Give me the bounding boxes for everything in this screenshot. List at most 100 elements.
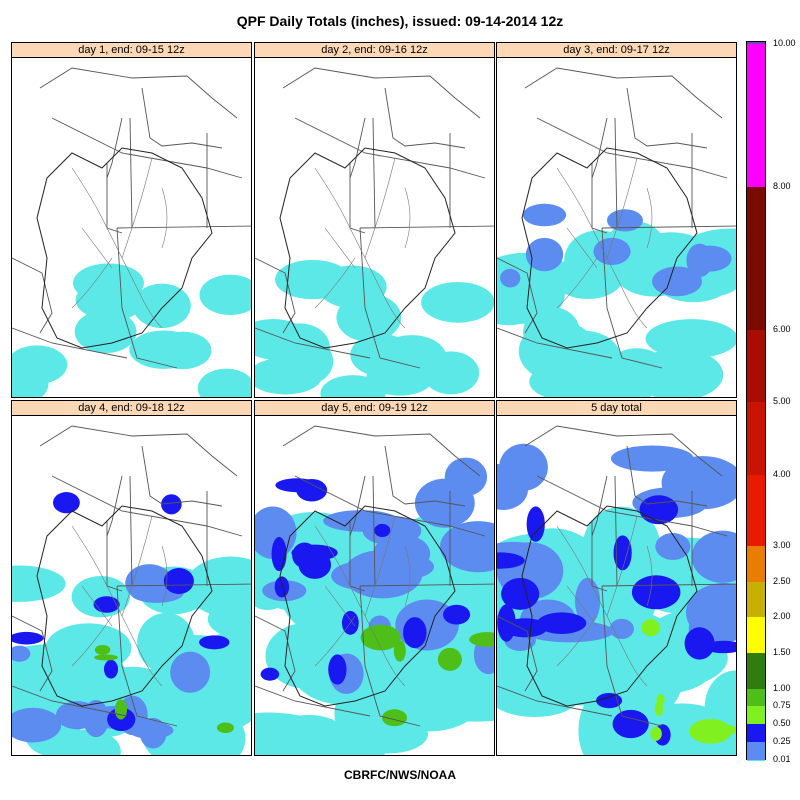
precip-fill-layer <box>497 443 736 755</box>
state-boundary-line <box>359 227 421 369</box>
map-title: QPF Daily Totals (inches), issued: 09-14… <box>236 13 564 29</box>
precip-area-moderate <box>652 266 702 297</box>
colorbar-tick-label: 5.00 <box>773 396 791 406</box>
colorbar-tick-label: 1.00 <box>773 683 791 693</box>
precip-area-very-heavy <box>650 726 662 741</box>
precip-area-light <box>74 310 137 354</box>
state-boundary-line <box>614 117 618 229</box>
precip-area-light <box>336 293 402 342</box>
panel-label: 5 day total <box>496 400 737 416</box>
precipitation-colorbar <box>746 41 766 761</box>
state-boundary-line <box>384 87 466 149</box>
state-boundary-line <box>129 475 133 587</box>
precip-area-moderate <box>83 699 109 738</box>
precip-area-very-heavy <box>437 647 462 671</box>
river-line <box>646 187 653 249</box>
precip-area-moderate <box>499 443 548 491</box>
precip-area-moderate <box>525 237 564 272</box>
river-line <box>606 157 638 259</box>
colorbar-segment <box>747 475 765 546</box>
precip-map-svg <box>497 425 736 755</box>
colorbar-segment <box>747 724 765 742</box>
precip-area-moderate <box>331 561 388 590</box>
precip-fill-layer <box>255 259 494 397</box>
precip-area-light <box>255 323 313 360</box>
precip-area-very-heavy <box>216 722 234 734</box>
precip-area-light <box>132 283 191 329</box>
colorbar-segment <box>747 617 765 653</box>
colorbar-tick-label: 8.00 <box>773 181 791 191</box>
basemap-layer <box>497 67 736 369</box>
precip-area-light <box>255 712 337 755</box>
forecast-panel-5: day 5, end: 09-19 12z <box>254 400 495 756</box>
precip-area-very-heavy <box>656 694 665 705</box>
colorbar-segment <box>747 42 765 44</box>
precip-area-light <box>154 703 246 755</box>
state-boundary-line <box>372 475 376 587</box>
forecast-panel-3: day 3, end: 09-17 12z <box>496 42 737 398</box>
precip-area-light <box>207 599 251 639</box>
state-boundary-line <box>536 475 728 537</box>
state-boundary-line <box>141 445 223 507</box>
state-boundary-line <box>601 225 736 229</box>
state-boundary-line <box>349 163 366 234</box>
state-boundary-line <box>282 67 481 119</box>
state-boundary-line <box>601 227 663 369</box>
river-line <box>364 515 396 617</box>
basemap-layer <box>12 67 251 369</box>
precip-area-light <box>632 348 724 397</box>
precip-area-light <box>421 281 494 323</box>
precip-area-light <box>129 330 199 369</box>
state-boundary-line <box>12 685 128 717</box>
precip-area-heavy <box>631 575 681 610</box>
precip-area-very-heavy <box>381 709 408 727</box>
precip-area-light <box>422 351 480 395</box>
precip-area-moderate <box>444 457 488 497</box>
colorbar-tick-label: 0.50 <box>773 718 791 728</box>
precip-area-heavy <box>537 612 587 634</box>
state-boundary-line <box>497 685 613 717</box>
precip-area-moderate <box>125 564 174 603</box>
state-boundary-line <box>255 257 296 334</box>
state-boundary-line <box>12 615 53 692</box>
precip-area-heavy <box>161 494 182 515</box>
precip-area-moderate <box>12 707 62 743</box>
precip-area-light <box>12 645 95 688</box>
precip-area-moderate <box>440 521 494 573</box>
state-boundary-line <box>51 117 243 179</box>
precip-area-light <box>199 274 251 316</box>
panel-label: day 2, end: 09-16 12z <box>254 42 495 58</box>
precip-area-very-heavy <box>114 699 128 720</box>
precip-area-heavy <box>443 604 471 625</box>
state-boundary-line <box>601 583 736 587</box>
basemap-layer <box>497 425 736 727</box>
precip-area-heavy <box>12 631 44 645</box>
precip-area-light <box>645 319 736 359</box>
river-line <box>566 227 598 269</box>
colorbar-segment <box>747 44 765 187</box>
colorbar-segment <box>747 689 765 706</box>
state-boundary-line <box>141 87 223 149</box>
river-line <box>404 545 411 607</box>
state-boundary-line <box>106 163 123 234</box>
colorbar-tick-label: 0.25 <box>773 736 791 746</box>
precip-area-light <box>497 283 543 326</box>
panel-label: day 1, end: 09-15 12z <box>11 42 252 58</box>
colorbar-tick-label: 1.50 <box>773 647 791 657</box>
precip-area-moderate <box>255 506 297 559</box>
panel-label: day 5, end: 09-19 12z <box>254 400 495 416</box>
precip-area-moderate <box>522 203 567 227</box>
precip-map-svg <box>12 425 251 755</box>
precip-area-heavy <box>199 635 230 650</box>
colorbar-segment <box>747 546 765 582</box>
state-boundary-line <box>255 615 296 692</box>
forecast-panel-1: day 1, end: 09-15 12z <box>11 42 252 398</box>
state-boundary-line <box>626 87 708 149</box>
river-line <box>121 157 153 259</box>
panel-map <box>496 416 737 756</box>
state-boundary-line <box>524 425 723 477</box>
precip-area-heavy <box>526 506 545 542</box>
precip-area-moderate <box>12 645 31 662</box>
state-boundary-line <box>294 117 486 179</box>
state-boundary-line <box>591 117 608 179</box>
